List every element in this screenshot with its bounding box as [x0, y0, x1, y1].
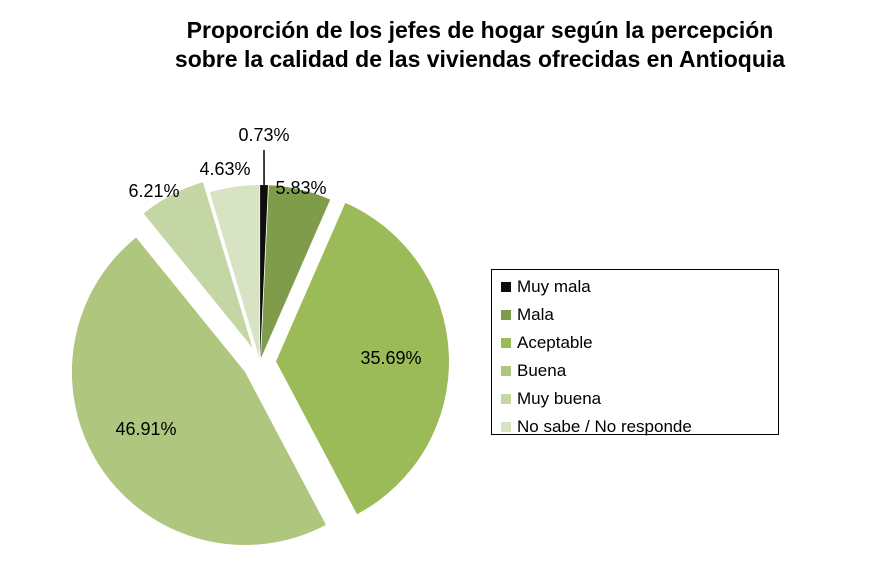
- legend-swatch-muy-mala: [501, 282, 511, 292]
- legend-swatch-aceptable: [501, 338, 511, 348]
- data-label-buena: 46.91%: [115, 419, 176, 439]
- pie-slice-muy-mala: [260, 185, 269, 358]
- legend-item-buena: Buena: [492, 357, 778, 385]
- legend-item-mala: Mala: [492, 301, 778, 329]
- data-label-no-sabe-no-responde: 4.63%: [199, 159, 250, 179]
- chart-title-line-1: Proporción de los jefes de hogar según l…: [186, 17, 774, 43]
- legend-swatch-no-sabe: [501, 422, 511, 432]
- legend-item-no-sabe: No sabe / No responde: [492, 413, 778, 441]
- legend-item-aceptable: Aceptable: [492, 329, 778, 357]
- chart-title: Proporción de los jefes de hogar según l…: [100, 16, 860, 74]
- pie-slice-no-sabe-no-responde: [209, 185, 260, 359]
- legend-item-muy-mala: Muy mala: [492, 273, 778, 301]
- data-label-mala: 5.83%: [275, 178, 326, 198]
- pie-slice-buena: [71, 237, 326, 545]
- legend-swatch-mala: [501, 310, 511, 320]
- legend: Muy mala Mala Aceptable Buena Muy buena …: [491, 269, 779, 436]
- data-label-aceptable: 35.69%: [360, 348, 421, 368]
- data-label-muy-mala: 0.73%: [238, 125, 289, 145]
- legend-swatch-muy-buena: [501, 394, 511, 404]
- legend-label-no-sabe: No sabe / No responde: [517, 417, 692, 436]
- legend-label-muy-buena: Muy buena: [517, 389, 602, 408]
- pie-slice-aceptable: [275, 202, 449, 515]
- legend-label-buena: Buena: [517, 361, 567, 380]
- data-label-muy-buena: 6.21%: [128, 181, 179, 201]
- chart-title-line-2: sobre la calidad de las viviendas ofreci…: [174, 46, 786, 72]
- legend-label-mala: Mala: [517, 305, 554, 324]
- legend-label-aceptable: Aceptable: [517, 333, 593, 352]
- legend-label-muy-mala: Muy mala: [517, 277, 591, 296]
- legend-item-muy-buena: Muy buena: [492, 385, 778, 413]
- pie-slice-muy-buena: [143, 182, 253, 348]
- legend-swatch-buena: [501, 366, 511, 376]
- pie-slice-mala: [260, 185, 331, 359]
